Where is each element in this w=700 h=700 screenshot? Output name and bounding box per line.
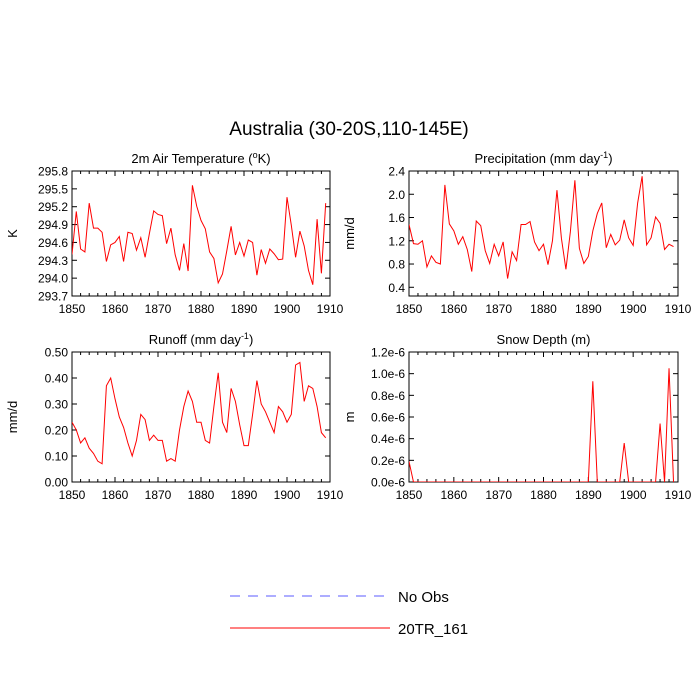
x-tick-label: 1900 (620, 302, 647, 316)
x-tick-label: 1870 (145, 488, 172, 502)
panel-runoff: Runoff (mm day-1) mm/d 1850 1860 1870 1880 189… (5, 331, 344, 502)
y-tick-label: 295.8 (38, 165, 68, 179)
x-tick-label: 1910 (317, 488, 344, 502)
legend-label-no-obs: No Obs (398, 589, 449, 606)
y-tick-label: 0.00 (45, 476, 69, 490)
panel-title: Runoff (mm day-1) (149, 331, 254, 347)
legend-label-20tr-161: 20TR_161 (398, 621, 468, 638)
y-tick-label: 2.0 (388, 188, 405, 202)
y-tick-label: 2.4 (388, 165, 405, 179)
y-tick-label: 294.3 (38, 254, 68, 268)
x-tick-label: 1850 (59, 302, 86, 316)
y-tick-label: 295.5 (38, 182, 68, 196)
x-tick-label: 1880 (188, 302, 215, 316)
x-tick-label: 1860 (440, 302, 467, 316)
y-tick-label: 0.8e-6 (371, 389, 405, 403)
x-tick-label: 1900 (620, 488, 647, 502)
panel-snow-depth: Snow Depth (m) m 1850 1860 1870 1880 1890 1900 1… (342, 332, 692, 502)
y-tick-label: 294.9 (38, 218, 68, 232)
y-tick-label: 1.2 (388, 234, 405, 248)
y-tick-label: 0.10 (45, 450, 69, 464)
y-tick-label: 0.40 (45, 372, 69, 386)
panel-title: Snow Depth (m) (497, 332, 591, 347)
x-tick-label: 1900 (274, 488, 301, 502)
panel-precipitation: Precipitation (mm day-1) mm/d 1850 1860 1870… (342, 150, 692, 316)
y-tick-label: 1.6 (388, 211, 405, 225)
x-tick-label: 1860 (440, 488, 467, 502)
x-tick-label: 1850 (396, 302, 423, 316)
y-tick-label: 294.0 (38, 272, 68, 286)
y-tick-label: 293.7 (38, 290, 68, 304)
x-tick-label: 1900 (274, 302, 301, 316)
x-tick-label: 1880 (188, 488, 215, 502)
x-tick-label: 1860 (102, 488, 129, 502)
x-tick-label: 1870 (145, 302, 172, 316)
y-tick-label: 0.0e-6 (371, 476, 405, 490)
x-tick-label: 1910 (665, 302, 692, 316)
x-tick-label: 1870 (485, 488, 512, 502)
x-tick-label: 1850 (59, 488, 86, 502)
y-tick-label: 295.2 (38, 200, 68, 214)
y-tick-label: 0.6e-6 (371, 411, 405, 425)
y-tick-label: 0.30 (45, 398, 69, 412)
series-line (409, 176, 674, 279)
x-tick-label: 1890 (231, 488, 258, 502)
legend: No Obs 20TR_161 (230, 589, 468, 638)
y-tick-label: 1.2e-6 (371, 346, 405, 360)
y-tick-label: 0.4 (388, 281, 405, 295)
y-tick-label: 0.4e-6 (371, 432, 405, 446)
y-tick-label: 294.6 (38, 236, 68, 250)
y-tick-label: 1.0e-6 (371, 367, 405, 381)
panel-title: 2m Air Temperature (oK) (131, 150, 270, 166)
x-tick-label: 1910 (665, 488, 692, 502)
panel-air-temperature: 2m Air Temperature (oK) K 1850 1860 1870 1880… (5, 150, 344, 316)
y-axis-label: m (342, 412, 357, 423)
x-tick-label: 1850 (396, 488, 423, 502)
y-tick-label: 0.20 (45, 424, 69, 438)
x-tick-label: 1870 (485, 302, 512, 316)
y-tick-label: 0.2e-6 (371, 454, 405, 468)
figure-title: Australia (30-20S,110-145E) (229, 119, 468, 140)
y-axis-label: mm/d (342, 217, 357, 250)
x-tick-label: 1860 (102, 302, 129, 316)
panel-title: Precipitation (mm day-1) (474, 150, 612, 166)
x-tick-label: 1880 (530, 488, 557, 502)
series-line (72, 361, 327, 465)
x-tick-label: 1890 (575, 302, 602, 316)
x-tick-label: 1910 (317, 302, 344, 316)
x-tick-label: 1880 (530, 302, 557, 316)
y-tick-label: 0.50 (45, 346, 69, 360)
series-line (72, 185, 327, 285)
y-axis-label: mm/d (5, 401, 20, 434)
x-tick-label: 1890 (575, 488, 602, 502)
x-tick-label: 1890 (231, 302, 258, 316)
y-tick-label: 0.8 (388, 258, 405, 272)
y-axis-label: K (5, 229, 20, 238)
